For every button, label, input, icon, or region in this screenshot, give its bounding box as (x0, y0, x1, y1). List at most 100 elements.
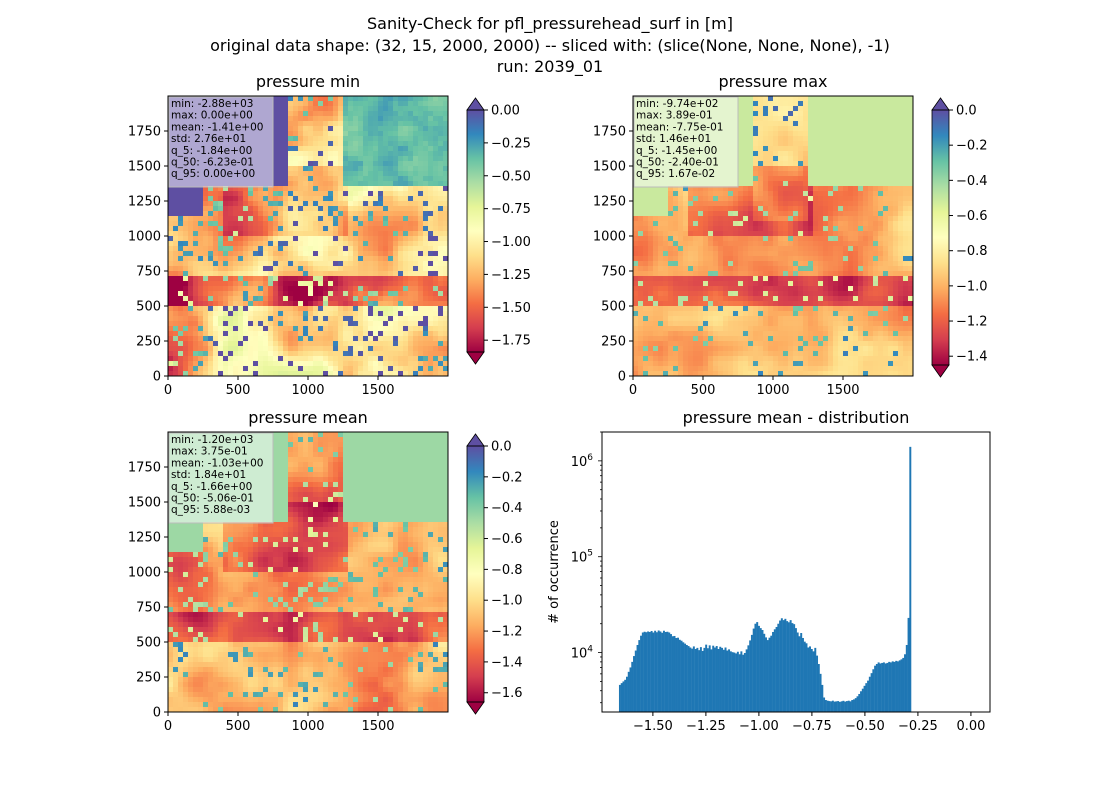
heatmap-cell (223, 271, 229, 277)
heatmap-cell (428, 356, 434, 362)
heatmap-cell (383, 271, 389, 277)
heatmap-cell (193, 206, 199, 212)
heatmap-cell (298, 316, 304, 322)
heatmap-cell (358, 211, 364, 217)
heatmap-cell (223, 331, 229, 337)
heatmap-cell (413, 201, 419, 207)
heatmap-cell (713, 231, 719, 237)
heatmap-cell (878, 216, 884, 222)
heatmap-cell (873, 151, 879, 157)
heatmap-cell (643, 241, 649, 247)
heatmap-cell (168, 296, 174, 302)
heatmap-cell (343, 186, 349, 192)
heatmap-cell (818, 196, 824, 202)
heatmap-cell (228, 256, 234, 262)
heatmap-cell (398, 351, 404, 357)
heatmap-cell (648, 191, 654, 197)
heatmap-cell (648, 241, 654, 247)
heatmap-cell (363, 156, 369, 162)
heatmap-cell (908, 226, 914, 232)
heatmap-cell (303, 286, 309, 292)
heatmap-cell (373, 361, 379, 367)
heatmap-cell (808, 111, 814, 117)
heatmap-cell (193, 356, 199, 362)
heatmap-cell (193, 331, 199, 337)
heatmap-cell (338, 156, 344, 162)
heatmap-cell (228, 341, 234, 347)
heatmap-cell (258, 366, 264, 372)
heatmap-cell (858, 186, 864, 192)
heatmap-cell (838, 246, 844, 252)
heatmap-cell (888, 161, 894, 167)
heatmap-cell (358, 166, 364, 172)
heatmap-cell (283, 151, 289, 157)
heatmap-cell (853, 231, 859, 237)
heatmap-cell (208, 191, 214, 197)
heatmap-cell (843, 166, 849, 172)
heatmap-cell (313, 241, 319, 247)
heatmap-cell (703, 236, 709, 242)
heatmap-cell (383, 241, 389, 247)
heatmap-cell (353, 151, 359, 157)
heatmap-cell (673, 196, 679, 202)
heatmap-cell (228, 246, 234, 252)
heatmap-cell (238, 286, 244, 292)
heatmap-cell (398, 301, 404, 307)
heatmap-cell (378, 141, 384, 147)
heatmap-cell (223, 366, 229, 372)
heatmap-cell (683, 246, 689, 252)
heatmap-cell (788, 181, 794, 187)
heatmap-cell (658, 211, 664, 217)
heatmap-cell (203, 331, 209, 337)
heatmap-cell (888, 221, 894, 227)
heatmap-cell (893, 246, 899, 252)
heatmap-cell (793, 96, 799, 102)
heatmap-cell (368, 241, 374, 247)
heatmap-cell (703, 226, 709, 232)
heatmap-cell (233, 186, 239, 192)
heatmap-cell (388, 321, 394, 327)
heatmap-cell (203, 346, 209, 352)
heatmap-cell (723, 211, 729, 217)
heatmap-cell (168, 271, 174, 277)
heatmap-cell (278, 256, 284, 262)
heatmap-cell (838, 156, 844, 162)
heatmap-cell (753, 111, 759, 117)
heatmap-cell (833, 156, 839, 162)
heatmap-cell (748, 156, 754, 162)
heatmap-cell (768, 246, 774, 252)
heatmap-cell (333, 341, 339, 347)
heatmap-cell (178, 256, 184, 262)
heatmap-cell (313, 246, 319, 252)
heatmap-cell (813, 121, 819, 127)
heatmap-cell (423, 251, 429, 257)
heatmap-cell (268, 201, 274, 207)
heatmap-cell (768, 151, 774, 157)
heatmap-cell (798, 141, 804, 147)
heatmap-cell (348, 291, 354, 297)
heatmap-cell (893, 166, 899, 172)
heatmap-cell (773, 131, 779, 137)
heatmap-cell (403, 101, 409, 107)
heatmap-cell (308, 366, 314, 372)
heatmap-cell (373, 231, 379, 237)
heatmap-cell (248, 226, 254, 232)
heatmap-cell (413, 321, 419, 327)
heatmap-cell (258, 331, 264, 337)
heatmap-cell (263, 311, 269, 317)
heatmap-cell (198, 281, 204, 287)
heatmap-cell (868, 191, 874, 197)
heatmap-cell (258, 306, 264, 312)
heatmap-cell (218, 311, 224, 317)
heatmap-cell (333, 236, 339, 242)
heatmap-cell (333, 131, 339, 137)
heatmap-cell (213, 191, 219, 197)
heatmap-cell (308, 276, 314, 282)
heatmap-cell (843, 106, 849, 112)
heatmap-cell (428, 306, 434, 312)
heatmap-cell (748, 181, 754, 187)
heatmap-cell (253, 306, 259, 312)
heatmap-cell (823, 161, 829, 167)
heatmap-cell (318, 336, 324, 342)
heatmap-cell (413, 326, 419, 332)
